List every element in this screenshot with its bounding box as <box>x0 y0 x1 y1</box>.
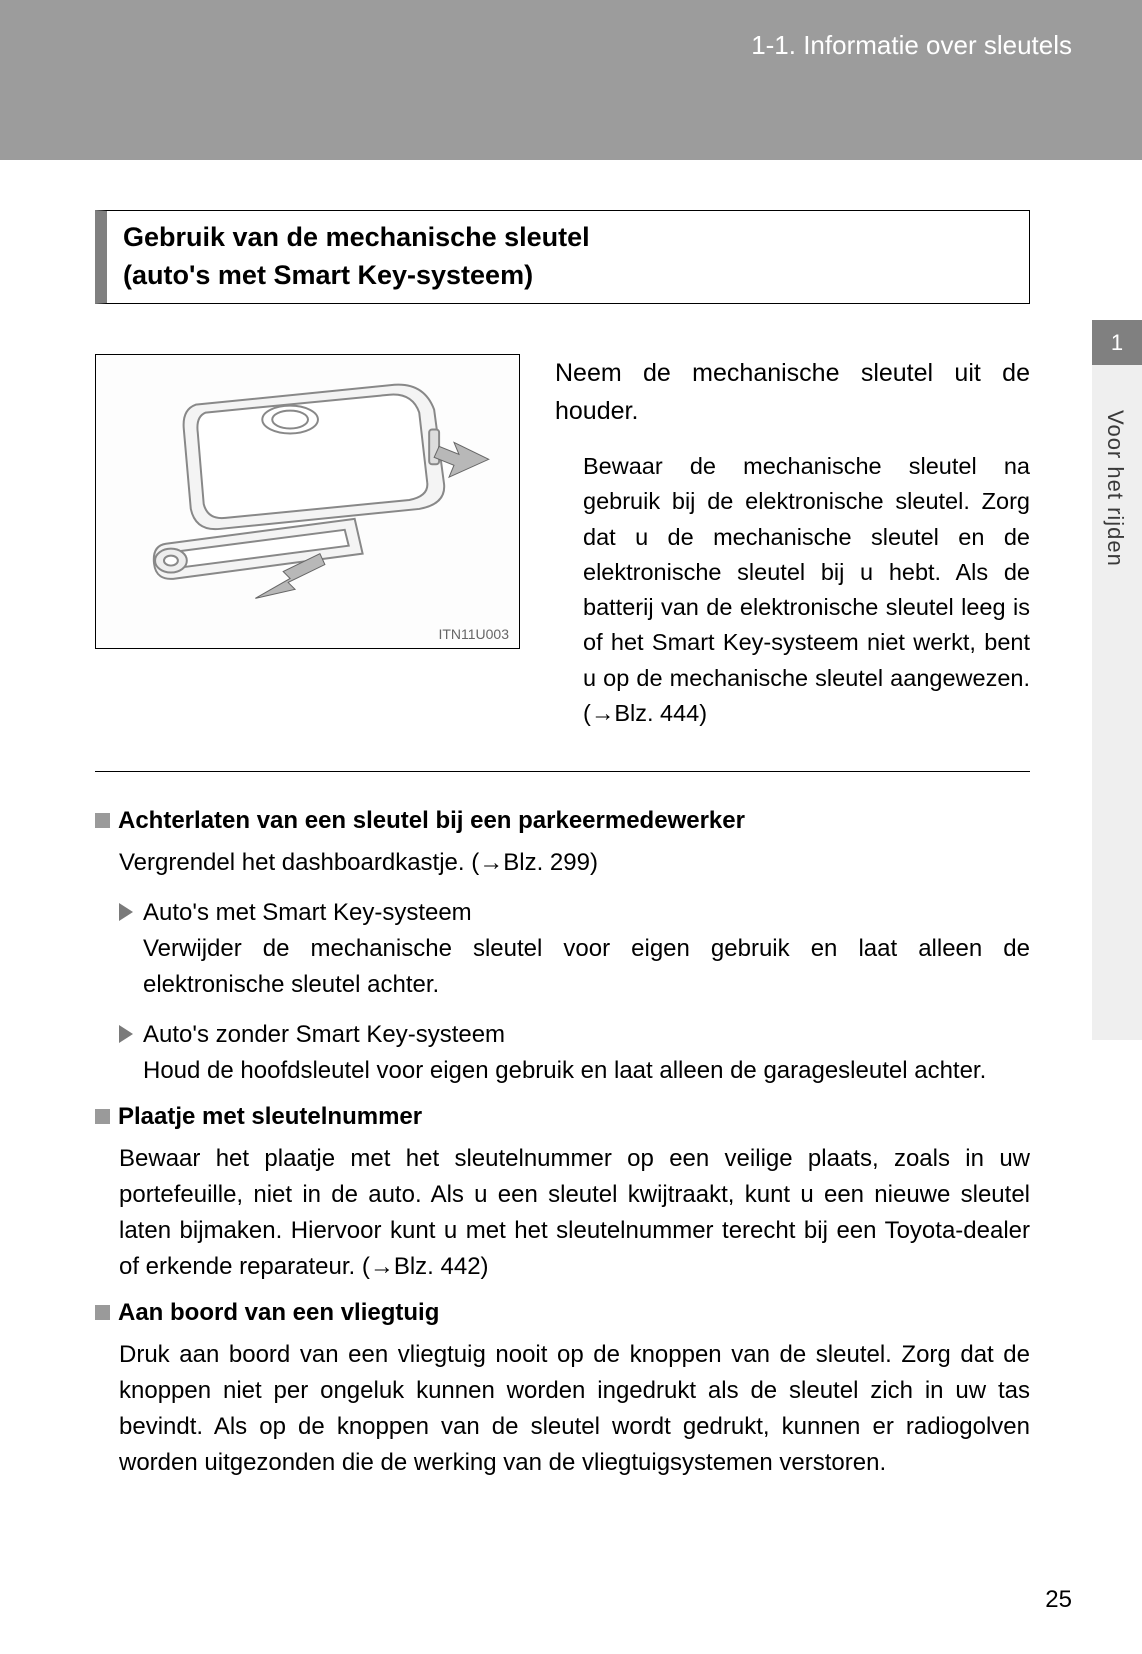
triangle-bullet-icon <box>119 903 133 921</box>
side-tab-chapter-number: 1 <box>1092 320 1142 365</box>
section-title-line1: Gebruik van de mechanische sleutel <box>123 219 1013 257</box>
note-lead: Bewaar het plaatje met het sleutelnummer… <box>119 1141 1030 1285</box>
note-heading: Aan boord van een vliegtuig <box>95 1299 1030 1327</box>
illustration-caption: ITN11U003 <box>438 626 509 642</box>
note-lead: Vergrendel het dashboardkastje. (→Blz. 2… <box>119 845 1030 881</box>
note-heading-text: Aan boord van een vliegtuig <box>118 1299 439 1327</box>
triangle-bullet-icon <box>119 1025 133 1043</box>
divider <box>95 771 1030 772</box>
page-content: Gebruik van de mechanische sleutel (auto… <box>95 210 1030 1495</box>
intro-text: Neem de mechanische sleutel uit de houde… <box>555 354 1030 732</box>
intro-lead: Neem de mechanische sleutel uit de houde… <box>555 354 1030 432</box>
note-heading: Plaatje met sleutelnummer <box>95 1103 1030 1131</box>
section-title-line2: (auto's met Smart Key-systeem) <box>123 257 1013 295</box>
page-number: 25 <box>1045 1586 1072 1614</box>
note-heading: Achterlaten van een sleutel bij een park… <box>95 807 1030 835</box>
square-bullet-icon <box>95 1109 110 1124</box>
tri-title: Auto's zonder Smart Key-systeem <box>143 1017 505 1053</box>
illustration-box: ITN11U003 <box>95 354 520 649</box>
note-heading-text: Plaatje met sleutelnummer <box>118 1103 422 1131</box>
intro-row: ITN11U003 Neem de mechanische sleutel ui… <box>95 354 1030 732</box>
square-bullet-icon <box>95 813 110 828</box>
tri-body: Houd de hoofdsleutel voor eigen gebruik … <box>143 1053 1030 1089</box>
tri-body: Verwijder de mechanische sleutel voor ei… <box>143 931 1030 1003</box>
tri-title: Auto's met Smart Key-systeem <box>143 895 472 931</box>
header-band: 1-1. Informatie over sleutels <box>0 0 1142 160</box>
key-illustration <box>96 355 519 648</box>
intro-body: Bewaar de mechanische sleutel na gebruik… <box>555 449 1030 731</box>
note-heading-text: Achterlaten van een sleutel bij een park… <box>118 807 745 835</box>
side-tab-chapter-label: Voor het rijden <box>1102 410 1128 567</box>
section-title-box: Gebruik van de mechanische sleutel (auto… <box>95 210 1030 304</box>
breadcrumb: 1-1. Informatie over sleutels <box>751 30 1072 60</box>
square-bullet-icon <box>95 1305 110 1320</box>
triangle-list-item: Auto's zonder Smart Key-systeem Houd de … <box>119 1017 1030 1089</box>
note-lead: Druk aan boord van een vliegtuig nooit o… <box>119 1337 1030 1481</box>
triangle-list-item: Auto's met Smart Key-systeem Verwijder d… <box>119 895 1030 1003</box>
